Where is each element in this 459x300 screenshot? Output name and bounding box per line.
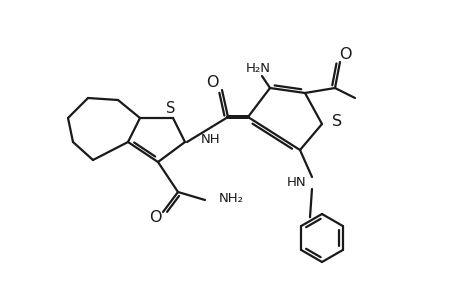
Text: NH₂: NH₂	[218, 191, 243, 205]
Text: H₂N: H₂N	[245, 61, 270, 74]
Text: O: O	[148, 209, 161, 224]
Text: HN: HN	[286, 176, 306, 188]
Text: S: S	[166, 100, 175, 116]
Text: O: O	[205, 74, 218, 89]
Text: S: S	[331, 113, 341, 128]
Text: NH: NH	[201, 133, 220, 146]
Text: O: O	[338, 46, 351, 62]
